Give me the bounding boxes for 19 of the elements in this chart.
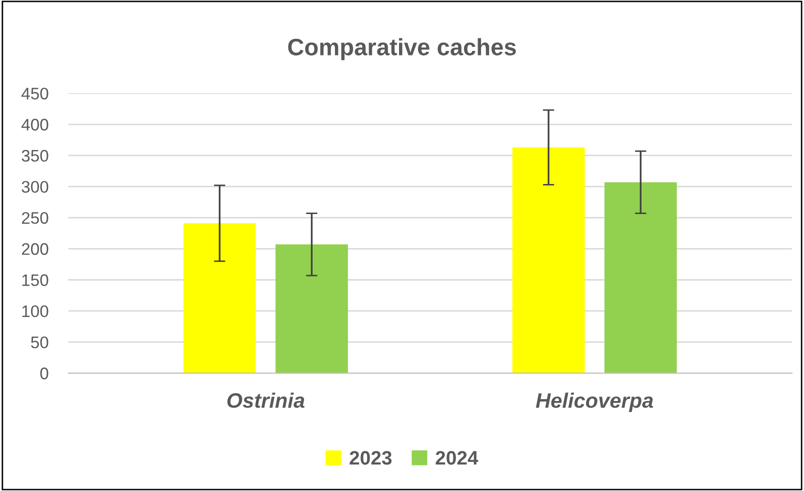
x-tick-label: Helicoverpa xyxy=(536,392,654,412)
chart-title: Comparative caches xyxy=(288,38,516,60)
y-tick-label: 250 xyxy=(22,212,48,224)
legend-label: 2024 xyxy=(436,450,478,465)
y-tick-label: 50 xyxy=(31,336,48,348)
y-tick-label: 300 xyxy=(22,180,48,193)
y-tick-label: 100 xyxy=(22,305,48,318)
bar xyxy=(276,244,348,374)
y-tick-label: 450 xyxy=(21,88,48,100)
bar xyxy=(183,223,256,374)
x-tick-label: Ostrinia xyxy=(227,392,304,408)
y-tick-label: 200 xyxy=(22,243,48,255)
y-tick-label: 0 xyxy=(40,368,48,380)
legend-label: 2023 xyxy=(350,450,392,465)
y-tick-label: 400 xyxy=(21,118,48,131)
bar xyxy=(604,182,677,374)
bar xyxy=(512,147,585,374)
y-tick-label: 150 xyxy=(22,274,48,286)
y-tick-label: 350 xyxy=(22,150,48,162)
